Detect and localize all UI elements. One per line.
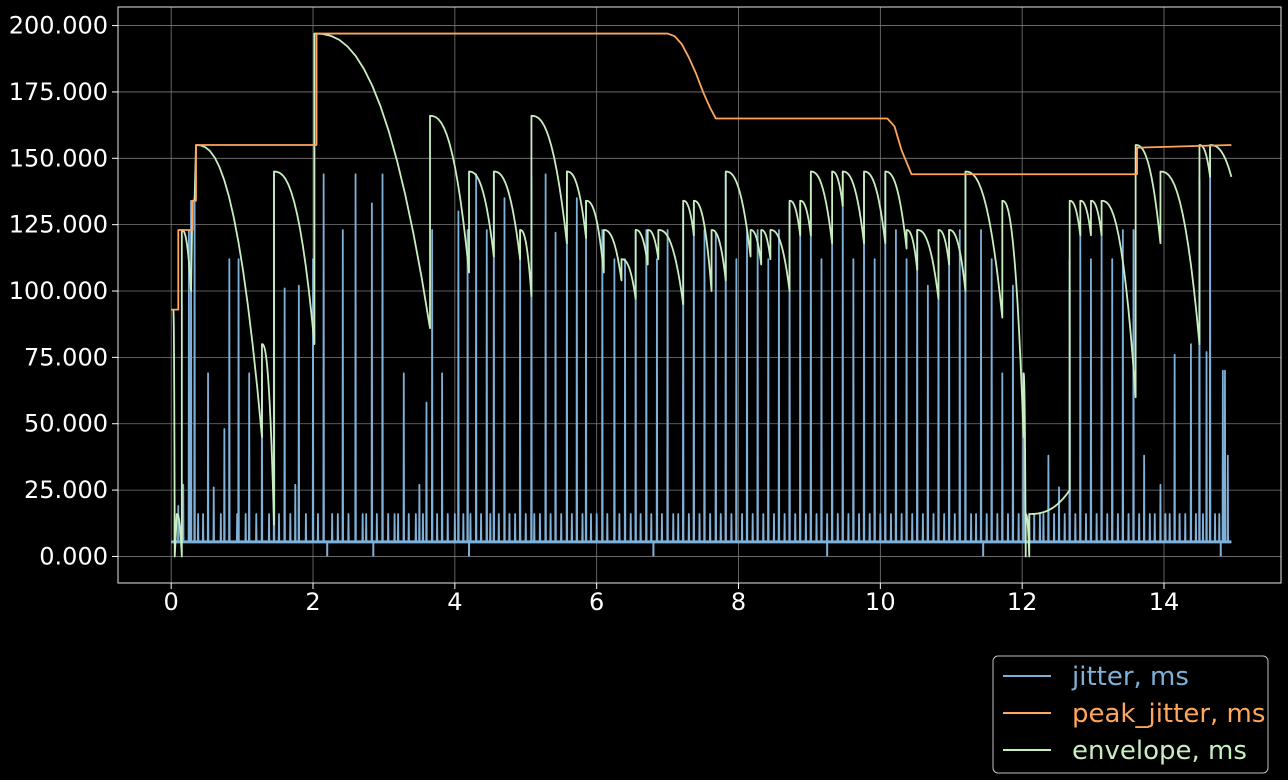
y-tick-label-4: 100.000 <box>9 277 108 305</box>
y-tick-label-5: 125.000 <box>9 211 108 239</box>
legend: jitter, ms peak_jitter, ms envelope, ms <box>992 655 1269 774</box>
x-tick-label-6: 12 <box>1007 588 1038 616</box>
y-axis-ticks: 0.000 25.000 50.000 75.000 100.000 125.000 150… <box>9 12 118 570</box>
y-tick-label-1: 25.000 <box>24 476 108 504</box>
legend-label-1: peak_jitter, ms <box>1072 699 1265 729</box>
y-tick-label-3: 75.000 <box>24 343 108 371</box>
series-layer <box>171 32 1233 558</box>
x-tick-label-3: 6 <box>589 588 604 616</box>
plot-frame <box>117 6 1282 584</box>
y-tick-label-0: 0.000 <box>39 542 108 570</box>
series-line-peak-jitter <box>171 32 1232 311</box>
series-line-envelope <box>172 32 1233 558</box>
legend-label-0: jitter, ms <box>1071 662 1189 692</box>
x-axis-ticks: 0 2 4 6 8 10 12 14 <box>164 583 1180 616</box>
x-tick-label-7: 14 <box>1149 588 1180 616</box>
y-tick-label-7: 175.000 <box>9 78 108 106</box>
grid <box>118 7 1281 583</box>
x-tick-label-0: 0 <box>164 588 179 616</box>
x-tick-label-2: 4 <box>447 588 462 616</box>
legend-box <box>992 655 1269 774</box>
y-tick-label-6: 150.000 <box>9 144 108 172</box>
legend-label-2: envelope, ms <box>1072 736 1247 766</box>
y-tick-label-2: 50.000 <box>24 410 108 438</box>
x-tick-label-5: 10 <box>865 588 896 616</box>
x-tick-label-4: 8 <box>731 588 746 616</box>
x-tick-label-1: 2 <box>305 588 320 616</box>
y-tick-label-8: 200.000 <box>9 12 108 40</box>
